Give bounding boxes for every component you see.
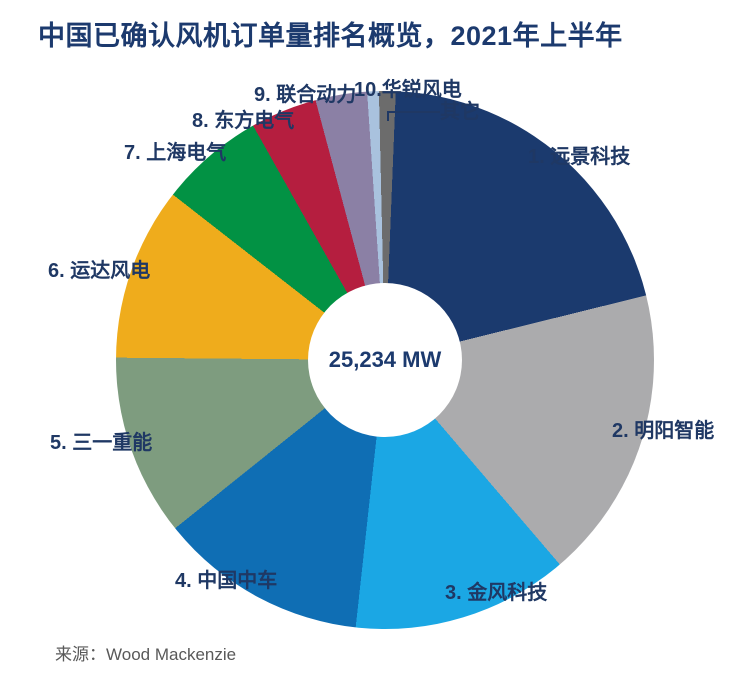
slice-label-shanghai-electric: 7. 上海电气 bbox=[124, 142, 227, 164]
slice-label-dongfang: 8. 东方电气 bbox=[192, 110, 295, 132]
slice-label-sany: 5. 三一重能 bbox=[50, 432, 153, 454]
slice-label-sinovel: 10.华锐风电 bbox=[354, 79, 462, 101]
donut-chart: 25,234 MW bbox=[116, 91, 654, 629]
slice-label-goldwind: 3. 金风科技 bbox=[445, 582, 548, 604]
chart-title: 中国已确认风机订单量排名概览，2021年上半年 bbox=[38, 21, 623, 51]
donut-center-total: 25,234 MW bbox=[328, 347, 442, 372]
slice-label-others: 其它 bbox=[440, 101, 480, 123]
others-label-connector-line bbox=[387, 111, 440, 121]
donut-center-hole: 25,234 MW bbox=[308, 283, 462, 437]
slice-label-crrc: 4. 中国中车 bbox=[175, 570, 278, 592]
slice-label-windey: 6. 运达风电 bbox=[48, 260, 151, 282]
slice-label-united-power: 9. 联合动力 bbox=[254, 84, 357, 106]
slice-label-mingyang: 2. 明阳智能 bbox=[612, 420, 715, 442]
slice-label-envision: 1. 远景科技 bbox=[528, 146, 631, 168]
source-attribution: 来源：Wood Mackenzie bbox=[55, 645, 237, 664]
